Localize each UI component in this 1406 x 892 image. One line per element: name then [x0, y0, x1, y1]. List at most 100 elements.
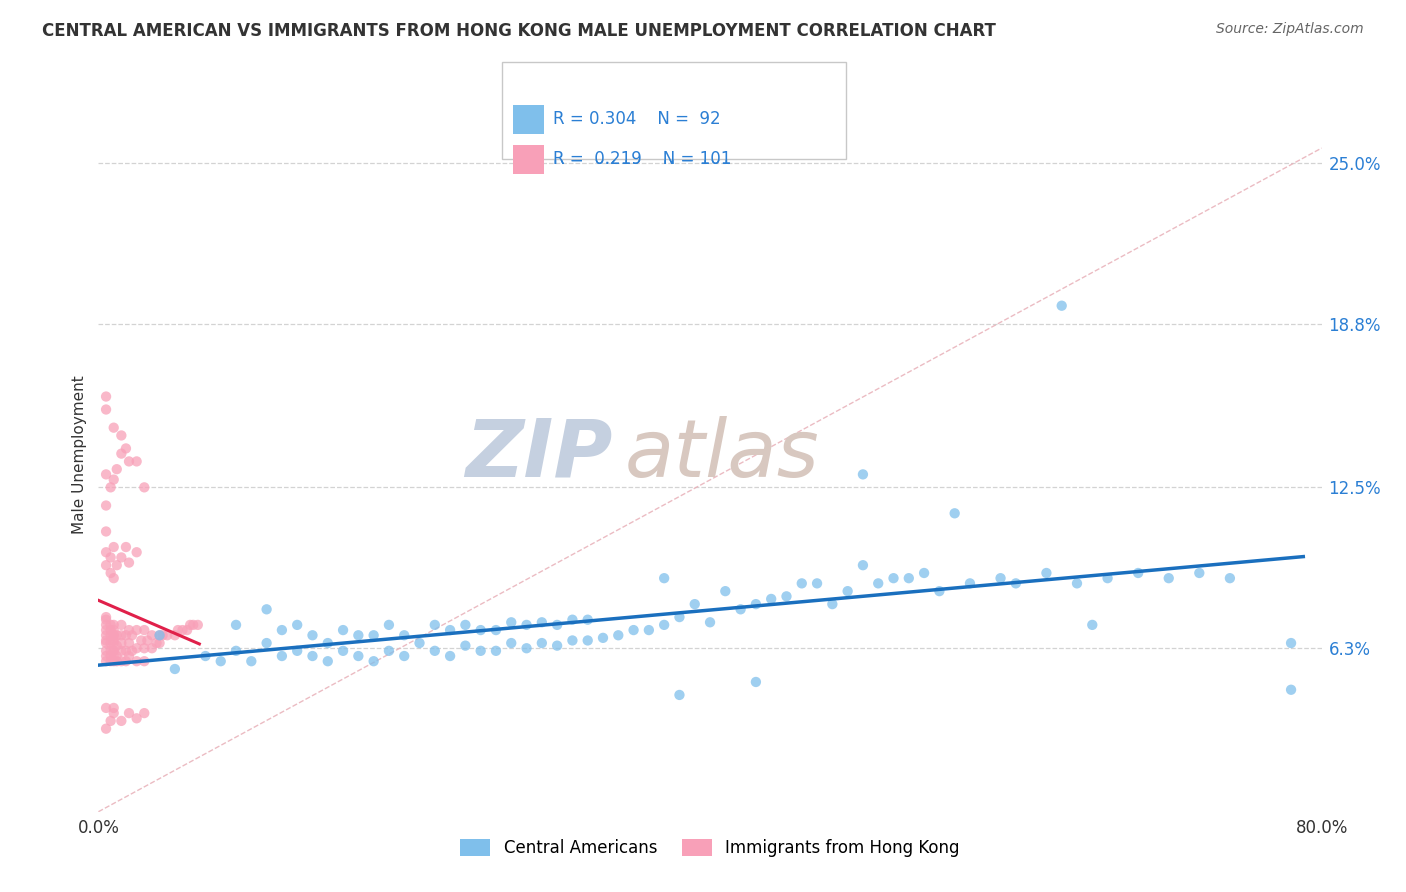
Point: [332, 623, 354, 637]
Point: [652, 571, 675, 585]
Point: [179, 618, 201, 632]
Point: [699, 615, 721, 630]
Point: [301, 648, 323, 663]
Text: atlas: atlas: [624, 416, 820, 494]
Point: [115, 442, 138, 456]
Point: [1050, 299, 1073, 313]
Point: [301, 628, 323, 642]
Point: [607, 628, 630, 642]
Point: [129, 633, 152, 648]
Point: [530, 636, 553, 650]
Point: [181, 618, 204, 632]
Point: [149, 628, 172, 642]
Point: [115, 644, 138, 658]
Point: [561, 633, 583, 648]
Point: [959, 576, 981, 591]
Point: [775, 590, 797, 604]
Point: [121, 644, 143, 658]
Point: [408, 636, 430, 650]
Point: [714, 584, 737, 599]
Point: [332, 644, 354, 658]
Point: [94, 402, 117, 417]
Point: [546, 618, 568, 632]
Point: [94, 499, 117, 513]
Point: [576, 633, 599, 648]
Text: ZIP: ZIP: [465, 416, 612, 494]
Point: [316, 654, 339, 668]
Point: [378, 644, 401, 658]
Point: [883, 571, 905, 585]
Point: [270, 623, 292, 637]
Point: [683, 597, 706, 611]
Point: [94, 644, 117, 658]
Point: [103, 628, 125, 642]
Point: [100, 566, 122, 580]
Point: [110, 714, 132, 728]
Point: [103, 628, 125, 642]
Text: Source: ZipAtlas.com: Source: ZipAtlas.com: [1216, 22, 1364, 37]
Text: R =  0.219    N = 101: R = 0.219 N = 101: [553, 150, 731, 168]
Point: [94, 558, 117, 573]
Point: [103, 636, 125, 650]
Point: [285, 618, 308, 632]
Point: [868, 576, 890, 591]
Point: [240, 654, 263, 668]
Point: [94, 636, 117, 650]
Point: [118, 454, 141, 468]
Point: [363, 654, 385, 668]
Point: [103, 473, 125, 487]
Point: [121, 628, 143, 642]
Point: [1279, 682, 1302, 697]
Point: [141, 641, 163, 656]
Point: [347, 648, 370, 663]
Point: [652, 618, 675, 632]
Point: [363, 628, 385, 642]
Point: [118, 648, 141, 663]
Point: [100, 618, 122, 632]
Point: [125, 623, 148, 637]
Point: [187, 618, 209, 632]
Point: [103, 706, 125, 720]
Point: [110, 636, 132, 650]
Point: [423, 644, 446, 658]
Point: [118, 623, 141, 637]
Point: [392, 628, 416, 642]
Point: [105, 654, 128, 668]
Point: [1188, 566, 1211, 580]
Point: [145, 636, 167, 650]
Point: [94, 628, 117, 642]
Point: [637, 623, 661, 637]
Point: [470, 644, 492, 658]
Point: [94, 701, 117, 715]
Point: [1128, 566, 1150, 580]
Point: [103, 623, 125, 637]
Point: [134, 706, 156, 720]
Point: [105, 462, 128, 476]
Point: [94, 648, 117, 663]
Point: [439, 648, 461, 663]
Point: [790, 576, 813, 591]
Point: [912, 566, 935, 580]
Point: [163, 628, 186, 642]
Point: [103, 633, 125, 648]
Point: [928, 584, 950, 599]
Point: [516, 641, 538, 656]
Point: [94, 467, 117, 482]
Point: [623, 623, 645, 637]
Point: [100, 648, 122, 663]
Point: [100, 623, 122, 637]
Point: [110, 428, 132, 442]
Point: [134, 480, 156, 494]
Point: [156, 628, 179, 642]
Point: [134, 641, 156, 656]
Point: [316, 636, 339, 650]
Point: [225, 618, 247, 632]
Point: [105, 648, 128, 663]
Point: [125, 654, 148, 668]
Point: [115, 654, 138, 668]
Point: [209, 654, 232, 668]
Point: [103, 420, 125, 434]
Point: [125, 545, 148, 559]
Point: [110, 618, 132, 632]
Point: [1097, 571, 1119, 585]
